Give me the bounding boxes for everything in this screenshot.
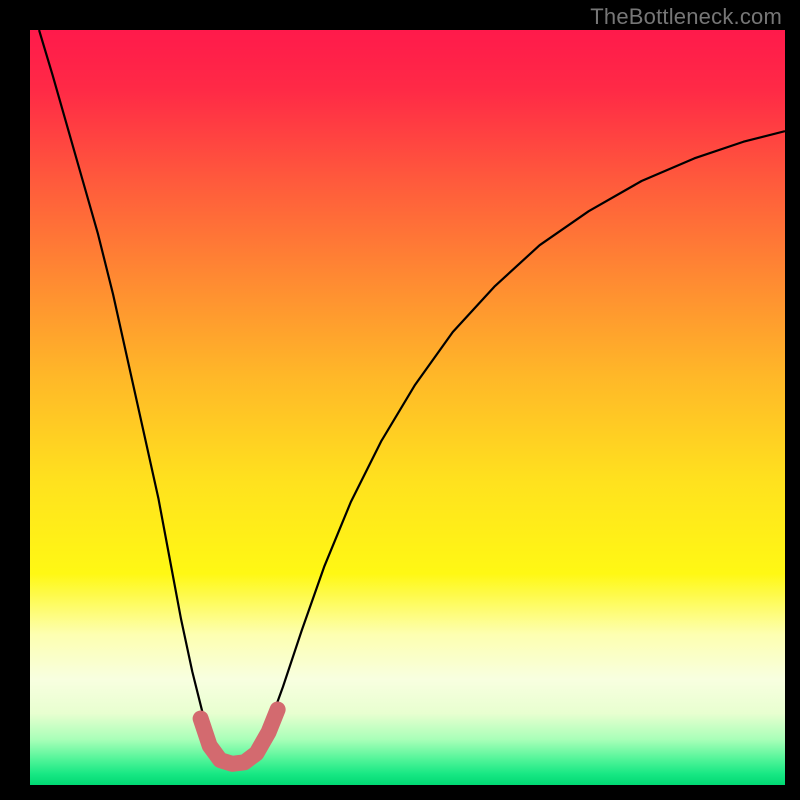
chart-svg <box>30 30 785 785</box>
chart-background <box>30 30 785 785</box>
watermark-text: TheBottleneck.com <box>590 4 782 30</box>
chart-plot-area <box>30 30 785 785</box>
